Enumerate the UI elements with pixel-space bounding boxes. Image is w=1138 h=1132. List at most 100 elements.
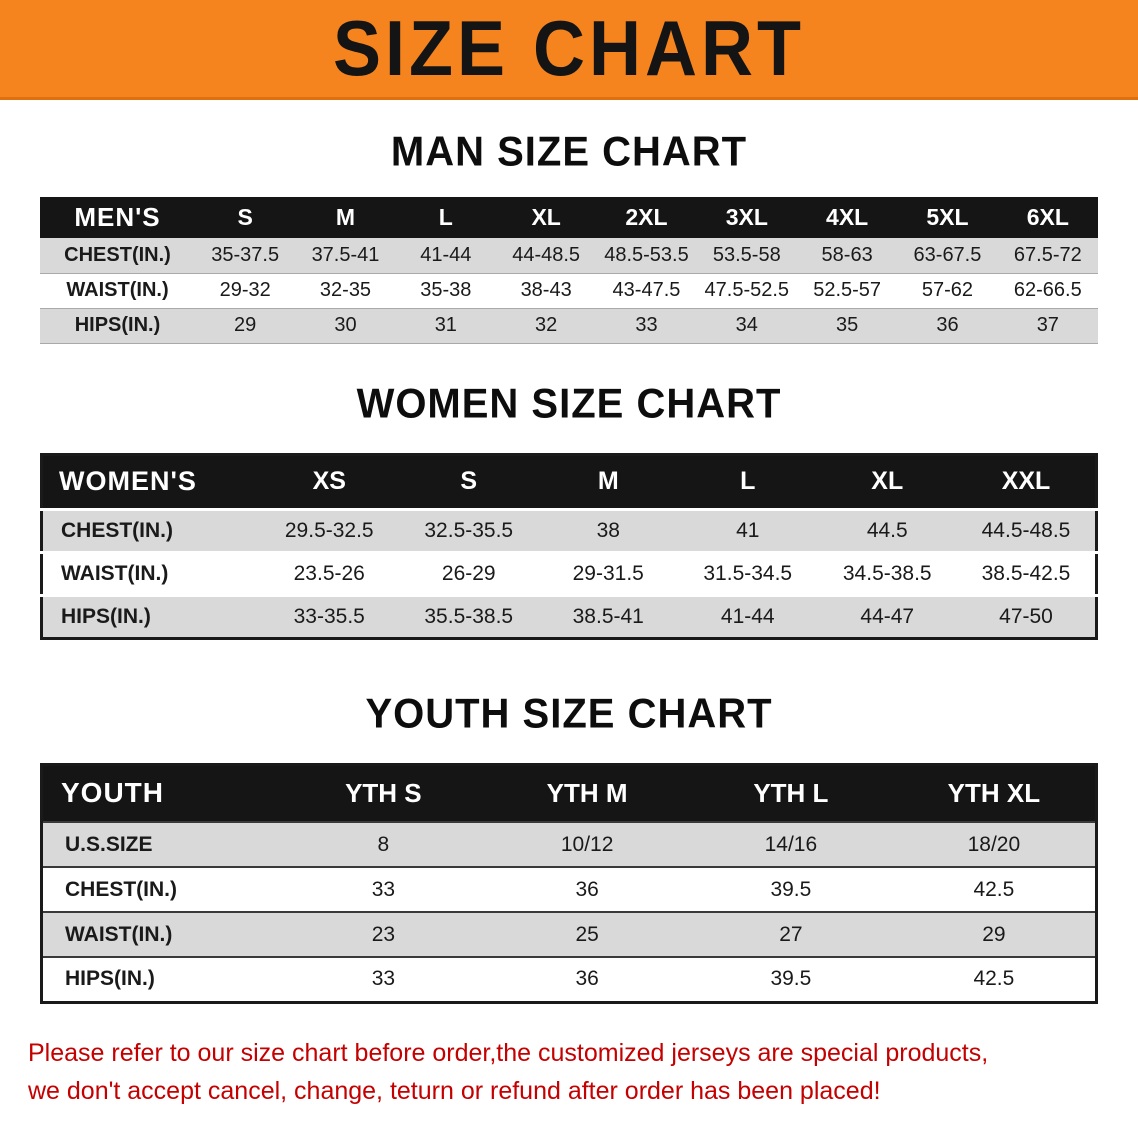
size-value-cell: 18/20 <box>967 832 1021 856</box>
table-header-row: WOMEN'S XS S M L XL XXL <box>41 454 1097 509</box>
size-value-cell: 29 <box>982 922 1006 946</box>
row-label-cell: WAIST(IN.) <box>65 922 173 946</box>
size-value-cell: 23 <box>371 922 396 946</box>
size-value-cell: 63-67.5 <box>913 243 982 266</box>
size-value-cell: 43-47.5 <box>612 279 681 301</box>
row-label-cell: WAIST(IN.) <box>66 279 169 301</box>
size-value-cell: 8 <box>377 832 390 856</box>
size-value-cell: 33-35.5 <box>293 604 365 628</box>
measurement-row: HIPS(IN.) 33 36 39.5 42.5 <box>41 957 1097 1002</box>
size-value-cell: 31.5-34.5 <box>703 561 793 585</box>
size-value-cell: 38.5-41 <box>572 604 644 628</box>
size-value-cell: 44-48.5 <box>512 243 581 266</box>
size-value-cell: 37 <box>1036 314 1059 336</box>
youth-section: YOUTH SIZE CHART YOUTH YTH S YTH M YTH L YTH… <box>0 690 1138 1004</box>
size-value-cell: 44.5-48.5 <box>981 518 1071 542</box>
size-column-header: YTH S <box>281 764 486 822</box>
size-value-cell: 10/12 <box>560 832 614 856</box>
size-value-cell: 34.5-38.5 <box>842 561 932 585</box>
size-column-header: S <box>399 454 539 509</box>
table-header-row: MEN'S S M L XL 2XL 3XL 4XL 5XL 6XL <box>40 197 1098 238</box>
size-value-cell: 36 <box>575 877 599 901</box>
size-value-cell: 41-44 <box>420 243 472 266</box>
women-size-table: WOMEN'S XS S M L XL XXL CHEST(IN.) 29.5-32.5 32.5… <box>40 452 1098 640</box>
men-section: MAN SIZE CHART MEN'S S M L XL 2XL 3XL 4XL 5XL 6XL… <box>0 129 1138 344</box>
size-column-header: L <box>395 197 496 238</box>
table-title-cell: MEN'S <box>40 197 195 238</box>
size-value-cell: 34 <box>735 314 758 336</box>
row-label-cell: HIPS(IN.) <box>74 314 161 336</box>
size-value-cell: 52.5-57 <box>813 279 882 301</box>
size-column-header: S <box>195 197 296 238</box>
banner: SIZE CHART <box>0 0 1138 100</box>
row-label-cell: WAIST(IN.) <box>61 561 169 585</box>
size-value-cell: 25 <box>575 922 599 946</box>
content: MAN SIZE CHART MEN'S S M L XL 2XL 3XL 4XL 5XL 6XL… <box>0 129 1138 1004</box>
size-value-cell: 36 <box>936 314 959 336</box>
size-column-header: XS <box>259 454 399 509</box>
size-value-cell: 53.5-58 <box>712 243 781 266</box>
women-heading: WOMEN SIZE CHART <box>356 380 782 427</box>
table-title-cell: YOUTH <box>41 764 282 822</box>
youth-heading: YOUTH SIZE CHART <box>365 690 773 737</box>
size-value-cell: 29-32 <box>219 279 271 301</box>
row-label-cell: CHEST(IN.) <box>61 518 173 542</box>
size-value-cell: 36 <box>575 967 599 991</box>
size-value-cell: 30 <box>334 314 357 336</box>
notice-line-1: Please refer to our size chart before or… <box>28 1038 989 1067</box>
size-value-cell: 35-37.5 <box>211 243 280 266</box>
size-value-cell: 47.5-52.5 <box>704 279 790 301</box>
size-value-cell: 42.5 <box>973 877 1015 901</box>
row-label-cell: HIPS(IN.) <box>65 967 155 991</box>
size-value-cell: 67.5-72 <box>1013 243 1082 266</box>
size-column-header: 3XL <box>696 197 797 238</box>
measurement-row: WAIST(IN.) 23 25 27 29 <box>41 912 1097 957</box>
measurement-row: CHEST(IN.) 29.5-32.5 32.5-35.5 38 41 44.5 44.5… <box>41 509 1097 552</box>
size-value-cell: 47-50 <box>999 604 1053 628</box>
size-column-header: L <box>678 454 818 509</box>
notice-line-2: we don't accept cancel, change, teturn o… <box>28 1076 881 1105</box>
measurement-row: WAIST(IN.) 23.5-26 26-29 29-31.5 31.5-34.5 34… <box>41 552 1097 595</box>
size-value-cell: 62-66.5 <box>1013 279 1082 301</box>
size-value-cell: 38 <box>596 518 620 542</box>
size-column-header: YTH M <box>485 764 689 822</box>
row-label-cell: U.S.SIZE <box>65 832 153 856</box>
table-header-row: YOUTH YTH S YTH M YTH L YTH XL <box>41 764 1097 822</box>
size-column-header: XL <box>817 454 957 509</box>
size-value-cell: 44-47 <box>860 604 915 628</box>
youth-size-table: YOUTH YTH S YTH M YTH L YTH XL U.S.SIZE 8 10/12… <box>40 762 1098 1004</box>
size-column-header: YTH L <box>689 764 893 822</box>
size-value-cell: 29 <box>234 314 257 336</box>
page-title: SIZE CHART <box>333 5 805 92</box>
size-value-cell: 32 <box>535 314 558 336</box>
size-value-cell: 35 <box>836 314 859 336</box>
size-value-cell: 29.5-32.5 <box>284 518 374 542</box>
women-section: WOMEN SIZE CHART WOMEN'S XS S M L XL XXL CHEST(… <box>0 380 1138 640</box>
size-value-cell: 33 <box>371 967 396 991</box>
measurement-row: U.S.SIZE 8 10/12 14/16 18/20 <box>41 822 1097 867</box>
size-value-cell: 58-63 <box>821 243 873 266</box>
size-value-cell: 38-43 <box>520 279 572 301</box>
size-value-cell: 33 <box>635 314 658 336</box>
size-value-cell: 48.5-53.5 <box>604 243 689 266</box>
men-size-table: MEN'S S M L XL 2XL 3XL 4XL 5XL 6XL CHEST(IN.) 35-37… <box>40 197 1098 344</box>
size-value-cell: 42.5 <box>973 967 1015 991</box>
footer-notice: Please refer to our size chart before or… <box>28 1034 1110 1110</box>
size-column-header: M <box>538 454 678 509</box>
size-value-cell: 32.5-35.5 <box>424 518 514 542</box>
size-value-cell: 38.5-42.5 <box>981 561 1071 585</box>
size-value-cell: 37.5-41 <box>311 243 380 266</box>
size-column-header: XL <box>495 197 597 238</box>
size-column-header: M <box>295 197 396 238</box>
size-value-cell: 31 <box>434 314 457 336</box>
size-value-cell: 44.5 <box>866 518 908 542</box>
size-value-cell: 14/16 <box>764 832 818 856</box>
size-column-header: 4XL <box>796 197 898 238</box>
measurement-row: CHEST(IN.) 35-37.5 37.5-41 41-44 44-48.5 48.5… <box>40 238 1098 273</box>
size-column-header: XXL <box>957 454 1097 509</box>
table-title-cell: WOMEN'S <box>41 454 260 509</box>
size-value-cell: 39.5 <box>770 877 812 901</box>
row-label-cell: CHEST(IN.) <box>64 243 171 266</box>
size-column-header: 2XL <box>596 197 697 238</box>
